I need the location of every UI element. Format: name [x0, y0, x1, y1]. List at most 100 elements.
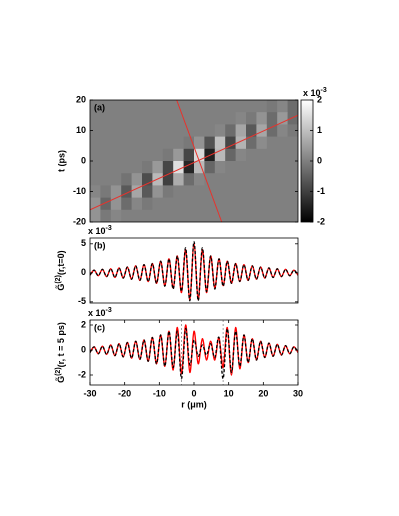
heatmap-cell	[121, 148, 133, 162]
heatmap-cell	[277, 148, 289, 162]
heatmap-cell	[277, 112, 289, 125]
heatmap-cell	[266, 209, 278, 222]
heatmap-cell	[204, 173, 216, 186]
heatmap-cell	[90, 197, 101, 211]
colorbar-tick-label: 1	[317, 125, 322, 135]
heatmap-cell	[131, 100, 143, 113]
series-line	[90, 240, 298, 302]
heatmap-cell	[204, 136, 216, 150]
y-tick-label: -2	[78, 369, 86, 379]
multiplier-exponent: -3	[321, 87, 327, 94]
heatmap-cell	[90, 173, 101, 186]
heatmap-cell	[183, 197, 195, 211]
heatmap-cell	[110, 197, 122, 211]
multiplier: x 10-3	[88, 307, 112, 319]
heatmap-cell	[173, 185, 185, 199]
heatmap-cell	[162, 209, 174, 222]
y-label-args: (r,t=0)	[56, 250, 66, 275]
heatmap-cell	[131, 124, 143, 138]
heatmap-cell	[194, 112, 205, 125]
heatmap-cell	[100, 100, 112, 113]
heatmap-cell	[110, 161, 122, 174]
heatmap-cell	[152, 197, 164, 211]
heatmap-cell	[183, 185, 195, 199]
heatmap-cell	[162, 161, 174, 174]
heatmap-cell	[100, 112, 112, 125]
y-label-symbol: G̃	[55, 376, 66, 383]
guide-line	[90, 114, 298, 211]
heatmap-cell	[194, 173, 205, 186]
heatmap-cell	[246, 161, 257, 174]
multiplier-base: x 10	[88, 226, 106, 236]
multiplier-base: x 10	[88, 308, 106, 318]
y-tick-label: 10	[76, 125, 86, 135]
heatmap-cell	[256, 161, 268, 174]
heatmap-cell	[277, 161, 289, 174]
heatmap-cell	[194, 209, 205, 222]
heatmap-cell	[277, 124, 289, 138]
y-tick-label: 0	[81, 267, 86, 277]
plot-area	[90, 100, 298, 222]
heatmap-cell	[110, 173, 122, 186]
heatmap-cell	[100, 148, 112, 162]
plot-area	[90, 320, 298, 385]
heatmap-cell	[266, 124, 278, 138]
heatmap-cell	[277, 100, 289, 113]
y-label-symbol: G̃	[55, 284, 66, 291]
heatmap-cell	[121, 209, 133, 222]
heatmap-cell	[152, 136, 164, 150]
heatmap-cell	[225, 209, 237, 222]
heatmap-cell	[235, 100, 247, 113]
heatmap-cell	[194, 161, 205, 174]
heatmap-cell	[142, 148, 153, 162]
heatmap-cell	[152, 112, 164, 125]
y-tick-label: -10	[73, 186, 86, 196]
heatmap-cell	[152, 148, 164, 162]
heatmap-cell	[183, 112, 195, 125]
heatmap-cell	[110, 112, 122, 125]
heatmap-cell	[162, 136, 174, 150]
heatmap-cell	[90, 185, 101, 199]
heatmap-cell	[256, 185, 268, 199]
heatmap-cell	[121, 197, 133, 211]
heatmap-cell	[204, 161, 216, 174]
heatmap-cell	[277, 136, 289, 150]
heatmap-cell	[235, 173, 247, 186]
y-label-superscript: (2)	[55, 275, 62, 284]
x-tick-label: -10	[153, 388, 166, 398]
heatmap-cell	[214, 148, 226, 162]
heatmap-cell	[110, 209, 122, 222]
heatmap-cell	[90, 124, 101, 138]
x-tick-label: -20	[118, 388, 131, 398]
heatmap-cell	[152, 209, 164, 222]
heatmap-cell	[256, 124, 268, 138]
y-tick-label: -5	[78, 296, 86, 306]
y-label-args: (r, t = 5 ps)	[56, 322, 66, 367]
heatmap-cell	[152, 185, 164, 199]
heatmap-cell	[142, 124, 153, 138]
y-tick-label: 2	[81, 319, 86, 329]
heatmap-cell	[173, 136, 185, 150]
heatmap-cell	[204, 112, 216, 125]
heatmap-cell	[121, 112, 133, 125]
heatmap-cell	[142, 209, 153, 222]
heatmap-cell	[183, 148, 195, 162]
heatmap-cell	[162, 124, 174, 138]
y-axis-label: G̃(2)(r,t=0)	[55, 250, 67, 290]
heatmap-cell	[287, 173, 298, 186]
heatmap-cell	[131, 148, 143, 162]
heatmap-cell	[131, 173, 143, 186]
heatmap-cell	[183, 136, 195, 150]
heatmap-cell	[131, 112, 143, 125]
heatmap-cell	[90, 161, 101, 174]
heatmap-cell	[173, 124, 185, 138]
heatmap-cell	[214, 209, 226, 222]
heatmap-cell	[277, 209, 289, 222]
x-tick-label: 30	[293, 388, 303, 398]
heatmap-cell	[266, 136, 278, 150]
plot-area	[90, 240, 298, 302]
heatmap-cell	[121, 124, 133, 138]
heatmap-cell	[266, 112, 278, 125]
heatmap-cell	[162, 197, 174, 211]
